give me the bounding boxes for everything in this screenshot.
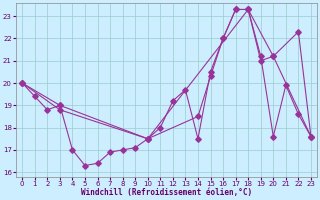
X-axis label: Windchill (Refroidissement éolien,°C): Windchill (Refroidissement éolien,°C)	[81, 188, 252, 197]
